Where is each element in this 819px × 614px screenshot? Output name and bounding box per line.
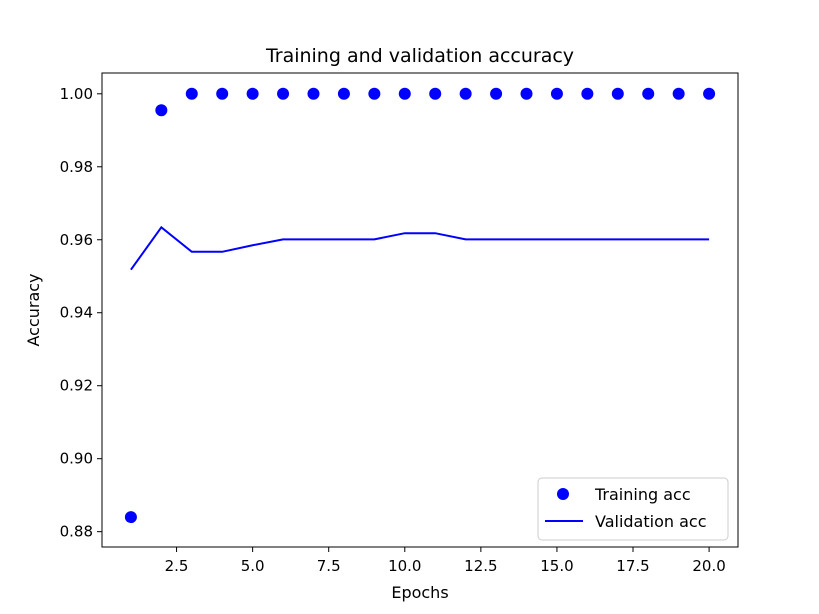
data-point-training-acc	[216, 87, 229, 100]
x-tick-label: 7.5	[317, 557, 341, 575]
data-point-training-acc	[307, 87, 320, 100]
legend-label-training-acc: Training acc	[594, 485, 691, 504]
data-point-training-acc	[155, 104, 168, 117]
data-point-training-acc	[703, 87, 716, 100]
data-point-training-acc	[490, 87, 503, 100]
data-point-training-acc	[672, 87, 685, 100]
legend-box	[537, 477, 729, 541]
legend-label-validation-acc: Validation acc	[595, 512, 707, 531]
x-tick-label: 2.5	[165, 557, 189, 575]
data-point-training-acc	[185, 87, 198, 100]
data-point-training-acc	[337, 87, 350, 100]
data-point-training-acc	[246, 87, 259, 100]
data-point-training-acc	[368, 87, 381, 100]
x-tick-label: 20.0	[692, 557, 725, 575]
x-tick-label: 17.5	[616, 557, 649, 575]
chart-title: Training and validation accuracy	[265, 45, 574, 67]
data-point-training-acc	[642, 87, 655, 100]
data-point-training-acc	[429, 87, 442, 100]
x-tick-label: 12.5	[464, 557, 497, 575]
data-point-training-acc	[277, 87, 290, 100]
series-training-acc	[124, 87, 716, 524]
x-axis-label: Epochs	[391, 583, 448, 602]
x-tick-label: 10.0	[388, 557, 421, 575]
data-point-training-acc	[581, 87, 594, 100]
data-point-training-acc	[124, 511, 137, 524]
y-tick-label: 0.88	[60, 523, 93, 541]
x-tick-label: 15.0	[540, 557, 573, 575]
y-tick-label: 0.90	[60, 450, 93, 468]
series-line-validation-acc	[130, 225, 710, 271]
data-point-training-acc	[398, 87, 411, 100]
data-point-training-acc	[520, 87, 533, 100]
legend: Training acc Validation acc	[537, 477, 729, 541]
y-axis-ticks: 0.88 0.90 0.92 0.94 0.96 0.98 1.00	[60, 85, 102, 541]
data-point-training-acc	[611, 87, 624, 100]
data-point-training-acc	[550, 87, 563, 100]
x-axis-ticks: 2.5 5.0 7.5 10.0 12.5 15.0 17.5 20.0	[165, 547, 726, 575]
x-tick-label: 5.0	[241, 557, 265, 575]
plot-frame	[101, 72, 739, 548]
y-tick-label: 0.96	[60, 231, 93, 249]
y-axis-label: Accuracy	[24, 273, 43, 346]
legend-marker-training-acc	[557, 488, 569, 500]
data-point-training-acc	[459, 87, 472, 100]
y-tick-label: 1.00	[60, 85, 93, 103]
y-tick-label: 0.98	[60, 158, 93, 176]
y-tick-label: 0.92	[60, 377, 93, 395]
y-tick-label: 0.94	[60, 304, 93, 322]
